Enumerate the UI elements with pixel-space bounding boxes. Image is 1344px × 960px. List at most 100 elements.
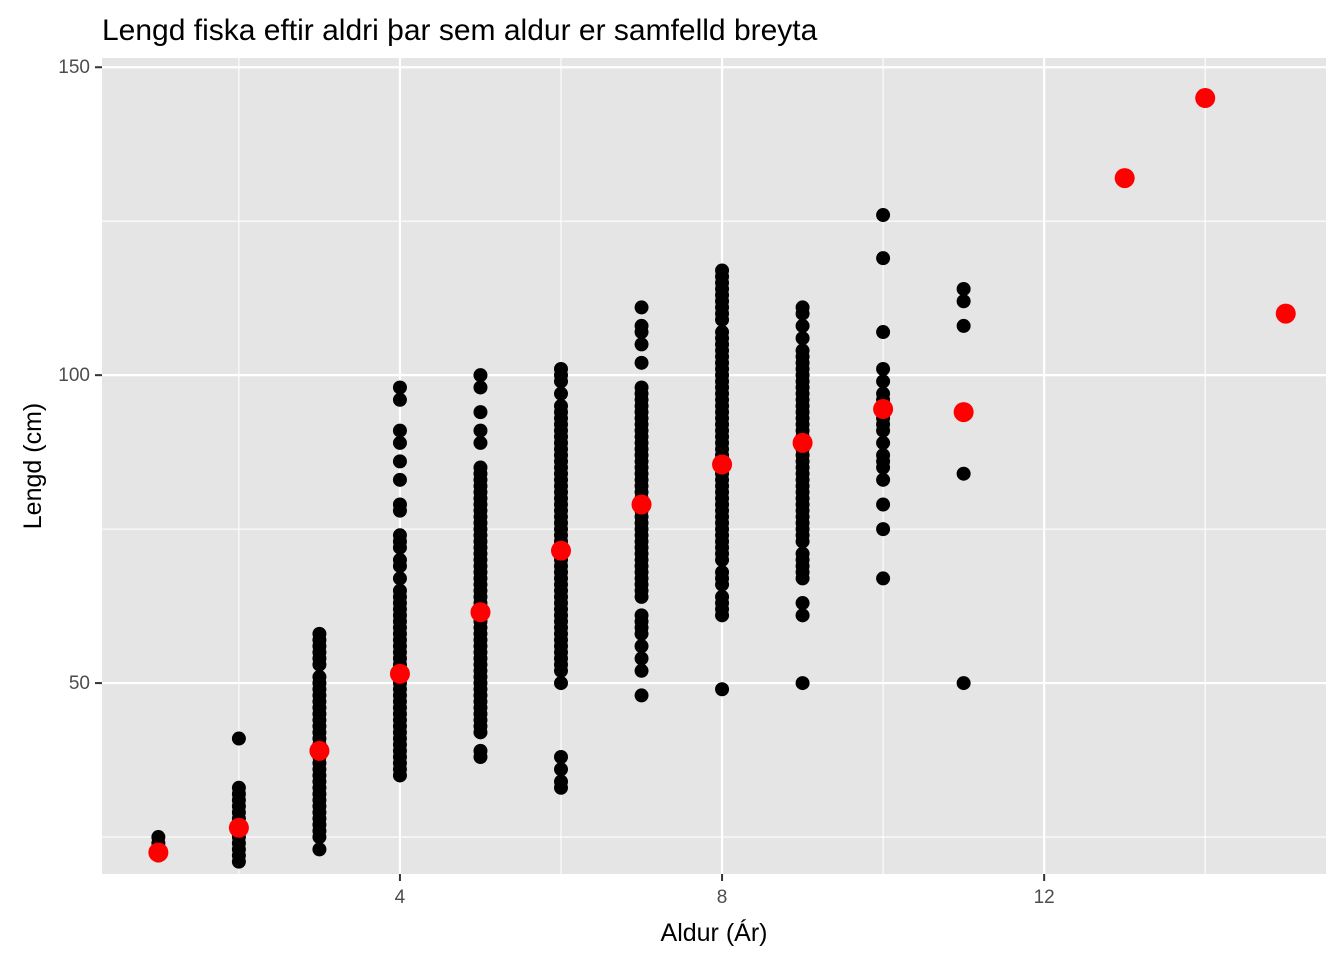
y-tick-labels: 50 100 150 — [58, 57, 90, 694]
observation-point — [795, 676, 810, 691]
observation-point — [554, 398, 568, 413]
mean-point — [712, 454, 733, 475]
observation-point — [876, 386, 891, 401]
observation-point — [876, 251, 891, 266]
observation-point — [392, 583, 407, 598]
observation-point — [956, 294, 971, 309]
mean-point — [953, 402, 974, 423]
major-grid — [102, 58, 1326, 874]
mean-point — [228, 817, 249, 838]
mean-point — [1114, 168, 1135, 189]
observation-point — [554, 386, 568, 401]
observation-point — [634, 639, 649, 654]
observation-point — [554, 774, 568, 789]
observation-point — [876, 435, 891, 450]
observation-point — [634, 651, 649, 666]
observation-point — [392, 472, 407, 487]
observation-point — [634, 337, 649, 352]
observation-point — [312, 669, 327, 684]
observation-point — [956, 318, 971, 333]
observation-point — [554, 762, 568, 777]
observation-point — [715, 682, 730, 697]
observation-point — [554, 749, 568, 764]
observation-point — [876, 374, 891, 389]
observation-point — [795, 546, 810, 561]
x-tick-label: 4 — [395, 887, 406, 908]
mean-point — [389, 663, 410, 684]
mean-point — [551, 540, 571, 561]
mean-point — [309, 740, 330, 761]
observation-point — [876, 362, 891, 377]
observation-point — [795, 608, 810, 623]
observation-point — [392, 528, 407, 543]
observation-point — [795, 318, 810, 333]
observation-point — [392, 571, 407, 586]
observation-point — [151, 830, 166, 845]
observation-point — [392, 392, 407, 407]
observation-point — [795, 300, 810, 315]
observation-point — [473, 460, 488, 475]
mean-point — [470, 602, 491, 623]
observation-point — [795, 331, 810, 346]
observation-point — [473, 405, 488, 420]
mean-point — [873, 399, 894, 420]
observation-point — [554, 676, 568, 691]
observation-point — [956, 676, 971, 691]
x-axis-title: Aldur (Ár) — [661, 918, 768, 947]
observation-point — [634, 380, 649, 395]
observation-point — [554, 362, 568, 377]
observation-point — [715, 589, 730, 604]
observation-point — [473, 435, 488, 450]
observation-point — [795, 343, 810, 358]
x-tick-label: 8 — [717, 887, 728, 908]
observation-point — [634, 300, 649, 315]
observation-point — [392, 454, 407, 469]
observation-point — [392, 435, 407, 450]
observation-point — [634, 663, 649, 678]
observation-point — [876, 448, 891, 463]
observation-point — [473, 368, 488, 383]
observation-point — [312, 842, 327, 857]
mean-point — [631, 494, 652, 515]
observation-point — [876, 208, 891, 223]
observation-points — [151, 208, 971, 869]
x-tick-labels: 4 8 12 — [395, 887, 1055, 908]
observation-point — [795, 596, 810, 611]
observation-point — [715, 565, 730, 580]
y-tick-label: 50 — [69, 673, 90, 694]
observation-point — [634, 688, 649, 703]
observation-point — [392, 423, 407, 438]
observation-point — [634, 355, 649, 370]
mean-points — [148, 88, 1296, 863]
observation-point — [231, 731, 246, 746]
observation-point — [473, 380, 488, 395]
y-tick-label: 150 — [58, 57, 90, 78]
mean-point — [1195, 88, 1216, 109]
observation-point — [392, 552, 407, 567]
observation-point — [715, 263, 730, 278]
observation-point — [473, 743, 488, 758]
observation-point — [876, 325, 891, 340]
observation-point — [634, 608, 649, 623]
observation-point — [876, 522, 891, 537]
observation-point — [715, 325, 730, 340]
observation-point — [473, 423, 488, 438]
observation-point — [392, 380, 407, 395]
mean-point — [148, 842, 169, 863]
observation-point — [876, 571, 891, 586]
observation-point — [956, 466, 971, 481]
axis-ticks — [95, 66, 1046, 881]
observation-point — [392, 497, 407, 512]
x-tick-label: 12 — [1034, 887, 1055, 908]
mean-point — [792, 432, 813, 453]
chart-title: Lengd fiska eftir aldri þar sem aldur er… — [102, 14, 818, 47]
observation-point — [231, 780, 246, 795]
y-axis-title: Lengd (cm) — [19, 403, 47, 529]
observation-point — [876, 497, 891, 512]
observation-point — [876, 472, 891, 487]
observation-point — [634, 318, 649, 333]
y-tick-label: 100 — [58, 365, 90, 386]
mean-point — [1275, 303, 1296, 324]
observation-point — [312, 626, 327, 641]
